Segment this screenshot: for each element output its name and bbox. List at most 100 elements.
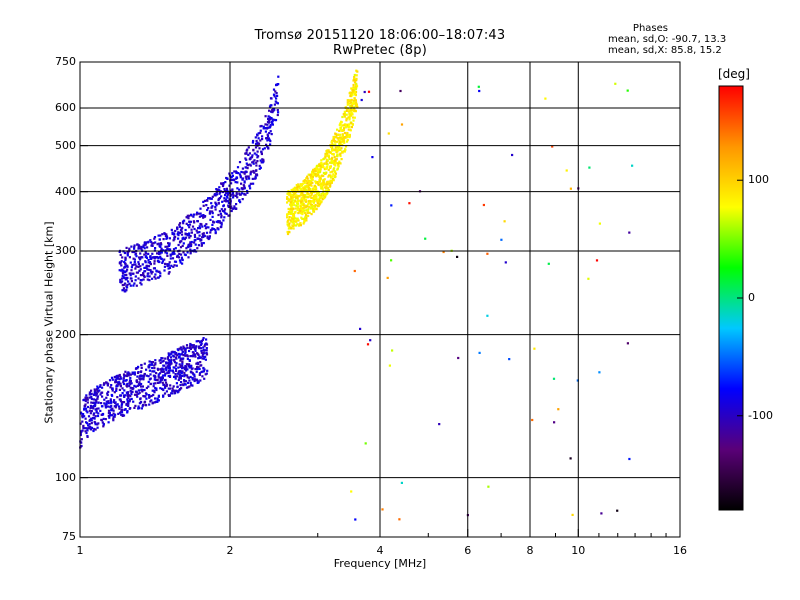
echo-point	[199, 364, 202, 367]
echo-point	[271, 122, 274, 125]
echo-point	[191, 371, 194, 375]
echo-point	[326, 163, 329, 166]
echo-point	[319, 197, 322, 200]
echo-point	[193, 233, 196, 236]
echo-point	[130, 277, 133, 280]
echo-point	[224, 181, 227, 184]
echo-point	[157, 394, 160, 397]
echo-point	[170, 362, 173, 365]
echo-point	[111, 387, 114, 390]
echo-point	[82, 399, 85, 402]
echo-point	[157, 373, 160, 376]
echo-point	[130, 245, 133, 248]
echo-point	[133, 260, 136, 264]
echo-point	[186, 245, 189, 249]
echo-point	[148, 394, 151, 397]
echo-point	[271, 120, 274, 123]
echo-point	[223, 199, 226, 202]
echo-point	[146, 246, 149, 249]
echo-point	[158, 260, 161, 264]
echo-point	[159, 245, 162, 248]
echo-point	[151, 256, 154, 259]
echo-point	[348, 123, 351, 126]
echo-point	[309, 187, 312, 190]
echo-point	[132, 272, 135, 275]
noise-point	[614, 82, 617, 85]
y-tick-label: 200	[55, 327, 76, 341]
echo-point	[197, 227, 200, 230]
echo-point	[299, 193, 303, 196]
echo-point	[352, 119, 355, 122]
echo-point	[114, 413, 117, 416]
echo-point	[315, 182, 318, 185]
echo-point	[183, 380, 186, 383]
echo-point	[188, 243, 191, 246]
echo-point	[145, 374, 148, 377]
echo-point	[207, 226, 210, 229]
echo-point	[234, 194, 237, 197]
echo-point	[185, 233, 189, 236]
echo-point	[126, 283, 129, 286]
echo-point	[84, 399, 87, 403]
echo-point	[298, 195, 301, 198]
echo-point	[344, 145, 348, 148]
grid-lines	[80, 62, 680, 537]
echo-point	[125, 270, 128, 273]
echo-point	[294, 195, 297, 198]
echo-point	[206, 369, 209, 372]
echo-point	[206, 235, 209, 238]
echo-point	[287, 212, 290, 215]
echo-point	[325, 161, 328, 164]
echo-point	[86, 405, 89, 409]
echo-point	[248, 184, 251, 187]
echo-point	[124, 290, 127, 293]
echo-point	[201, 236, 204, 239]
echo-point	[153, 262, 156, 265]
echo-point	[212, 228, 216, 231]
echo-point	[307, 193, 310, 196]
echo-point	[217, 220, 220, 223]
echo-point	[167, 263, 170, 266]
echo-point	[322, 180, 325, 183]
echo-point	[154, 247, 157, 250]
echo-point	[176, 385, 179, 389]
echo-point	[144, 261, 147, 264]
echo-point	[205, 343, 209, 346]
echo-point	[315, 207, 318, 210]
echo-point	[292, 196, 295, 199]
echo-point	[94, 398, 97, 401]
echo-point	[121, 274, 124, 278]
echo-point	[139, 268, 142, 271]
echo-point	[125, 384, 128, 387]
echo-point	[182, 366, 185, 369]
echo-point	[321, 165, 325, 168]
echo-point	[128, 381, 131, 384]
echo-point	[122, 272, 125, 275]
echo-point	[350, 108, 353, 111]
echo-point	[267, 119, 270, 122]
echo-point	[209, 231, 212, 234]
echo-point	[134, 275, 137, 278]
noise-point	[569, 187, 572, 190]
echo-point	[205, 351, 208, 355]
echo-point	[166, 264, 169, 267]
echo-point	[203, 377, 206, 380]
echo-point	[251, 177, 254, 180]
echo-point	[287, 230, 291, 233]
echo-point	[269, 104, 272, 107]
echo-point	[303, 189, 306, 192]
echo-point	[354, 109, 357, 112]
echo-point	[226, 177, 229, 180]
echo-point	[247, 146, 250, 149]
echo-point	[180, 387, 183, 390]
echo-point	[303, 209, 306, 212]
echo-point	[135, 271, 138, 274]
echo-point	[303, 182, 306, 185]
echo-point	[196, 247, 199, 250]
echo-point	[307, 173, 310, 176]
echo-point	[118, 373, 121, 377]
echo-point	[83, 408, 86, 411]
echo-point	[189, 364, 192, 367]
echo-point	[159, 252, 162, 255]
echo-point	[82, 427, 85, 430]
